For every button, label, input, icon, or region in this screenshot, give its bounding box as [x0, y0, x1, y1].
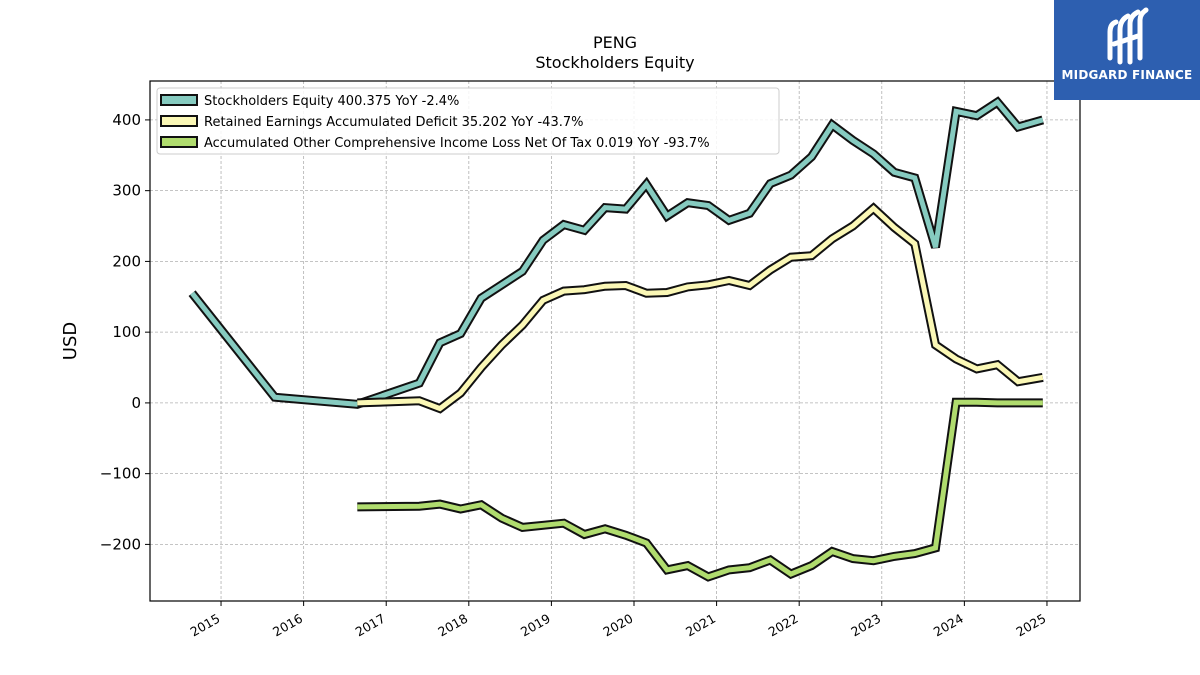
series-3: [357, 397, 1043, 582]
legend-box: [156, 87, 780, 155]
y-tick-label: −200: [100, 535, 141, 553]
legend: Stockholders Equity 400.375 YoY -2.4% Ret…: [156, 87, 780, 155]
legend-label: Accumulated Other Comprehensive Income L…: [204, 136, 710, 151]
y-tick-label: 300: [112, 182, 141, 200]
series-line: [190, 98, 1044, 407]
chart-subtitle: Stockholders Equity: [535, 53, 694, 72]
midgard-finance-logo: MIDGARD FINANCE: [1054, 0, 1200, 100]
y-axis-label: USD: [60, 322, 81, 360]
grid: [150, 81, 1080, 601]
series-line: [357, 204, 1044, 412]
legend-entry: Accumulated Other Comprehensive Income L…: [160, 136, 710, 151]
logo-text: MIDGARD FINANCE: [1061, 68, 1193, 82]
legend-swatch: [160, 136, 198, 148]
y-tick-label: 200: [112, 252, 141, 270]
series-1: [188, 96, 1045, 409]
y-tick-label: 100: [112, 323, 141, 341]
series-2: [357, 202, 1044, 414]
legend-swatch: [160, 115, 198, 127]
logo-mark-icon: [1107, 7, 1149, 65]
x-tick-label: 2023: [848, 611, 883, 640]
x-tick-label: 2020: [600, 611, 635, 640]
chart-title: PENG: [593, 33, 637, 52]
series-line: [357, 399, 1043, 580]
legend-swatch: [160, 94, 198, 106]
x-tick-label: 2021: [683, 611, 718, 640]
y-tick-label: 0: [131, 394, 141, 412]
legend-label: Retained Earnings Accumulated Deficit 35…: [204, 115, 583, 130]
legend-entry: Stockholders Equity 400.375 YoY -2.4%: [160, 94, 459, 109]
x-tick-label: 2015: [187, 611, 222, 640]
x-tick-label: 2025: [1013, 611, 1048, 640]
x-tick-label: 2018: [435, 611, 470, 640]
series-lines: [188, 96, 1045, 582]
x-tick-label: 2024: [931, 611, 966, 640]
x-tick-label: 2019: [518, 611, 553, 640]
legend-label: Stockholders Equity 400.375 YoY -2.4%: [204, 94, 459, 109]
x-axis-ticks: 2015 2016 2017 2018 2019 2020 2021 2022 2023 2024…: [187, 601, 1048, 640]
x-tick-label: 2016: [270, 611, 305, 640]
y-tick-label: −100: [100, 465, 141, 483]
legend-entry: Retained Earnings Accumulated Deficit 35…: [160, 115, 583, 130]
x-tick-label: 2017: [353, 611, 388, 640]
x-tick-label: 2022: [766, 611, 801, 640]
series-outline: [357, 397, 1043, 582]
y-tick-label: 400: [112, 111, 141, 129]
y-axis-ticks: 400 300 200 100 0 −100 −200: [100, 111, 150, 553]
plot-frame: [149, 80, 1081, 602]
